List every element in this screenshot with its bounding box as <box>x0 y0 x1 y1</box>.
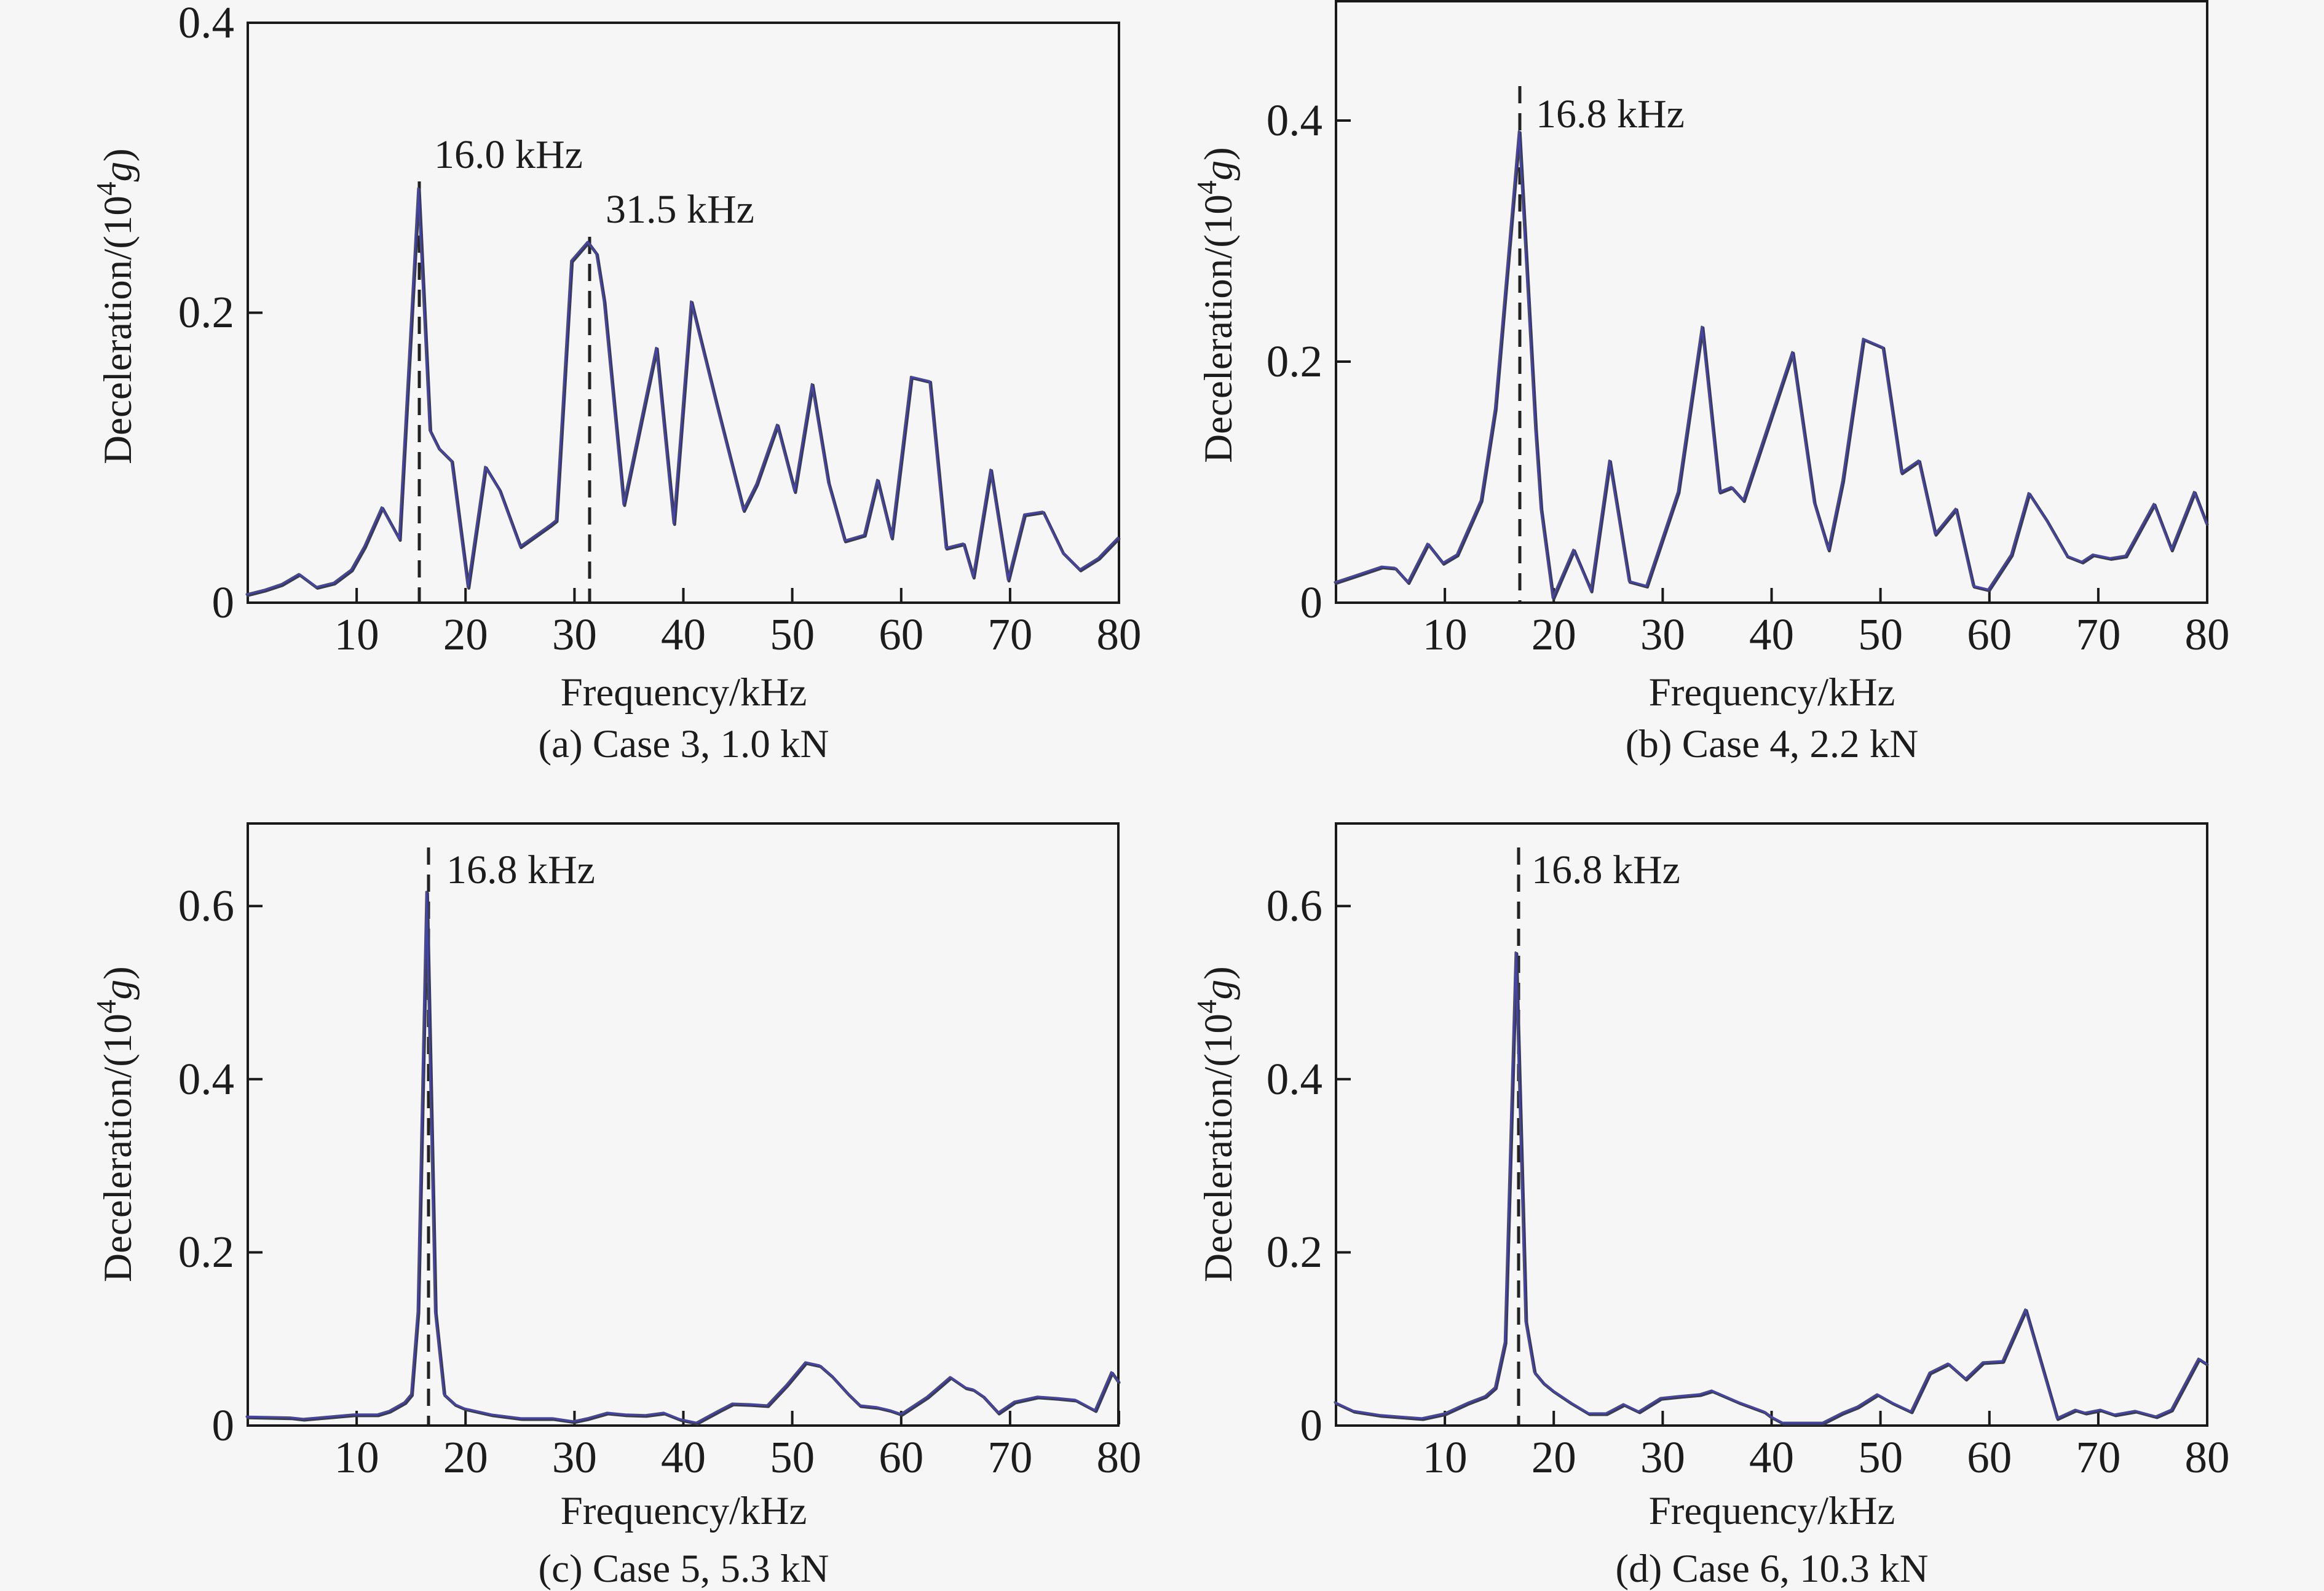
svg-text:30: 30 <box>1640 1432 1685 1482</box>
svg-text:0: 0 <box>1300 1400 1323 1450</box>
svg-text:(b) Case 4, 2.2 kN: (b) Case 4, 2.2 kN <box>1626 722 1919 766</box>
svg-text:70: 70 <box>2076 609 2120 659</box>
svg-text:Deceleration/(104g): Deceleration/(104g) <box>1191 147 1241 463</box>
svg-text:30: 30 <box>1640 609 1685 659</box>
svg-text:0.4: 0.4 <box>178 0 234 47</box>
svg-text:Frequency/kHz: Frequency/kHz <box>561 670 807 715</box>
svg-text:0.2: 0.2 <box>178 1227 234 1277</box>
svg-text:40: 40 <box>1749 1432 1794 1482</box>
svg-text:0.6: 0.6 <box>178 881 234 930</box>
svg-text:80: 80 <box>1097 1432 1142 1482</box>
svg-text:Frequency/kHz: Frequency/kHz <box>1649 670 1895 715</box>
svg-text:0.4: 0.4 <box>1267 1054 1322 1104</box>
svg-text:16.8 kHz: 16.8 kHz <box>446 847 595 892</box>
svg-text:10: 10 <box>334 609 379 659</box>
svg-text:20: 20 <box>1532 609 1576 659</box>
svg-text:0.2: 0.2 <box>1267 336 1322 386</box>
svg-text:70: 70 <box>987 1432 1032 1482</box>
svg-text:80: 80 <box>2185 1432 2230 1482</box>
svg-text:10: 10 <box>334 1432 379 1482</box>
svg-text:40: 40 <box>1749 609 1794 659</box>
svg-text:50: 50 <box>1858 1432 1903 1482</box>
svg-text:0: 0 <box>212 1400 235 1450</box>
svg-text:70: 70 <box>2076 1432 2120 1482</box>
svg-text:60: 60 <box>1967 1432 2012 1482</box>
svg-text:16.0 kHz: 16.0 kHz <box>434 132 583 177</box>
svg-text:80: 80 <box>2185 609 2230 659</box>
svg-text:0.4: 0.4 <box>178 1054 234 1104</box>
svg-text:60: 60 <box>1967 609 2012 659</box>
svg-text:10: 10 <box>1423 1432 1468 1482</box>
svg-text:0: 0 <box>1300 577 1323 627</box>
svg-text:20: 20 <box>443 1432 488 1482</box>
svg-text:(c) Case 5, 5.3 kN: (c) Case 5, 5.3 kN <box>539 1547 829 1591</box>
svg-text:0.4: 0.4 <box>1267 95 1322 145</box>
svg-text:Deceleration/(104g): Deceleration/(104g) <box>90 148 141 464</box>
svg-text:20: 20 <box>443 609 488 659</box>
svg-text:Deceleration/(104g): Deceleration/(104g) <box>1191 966 1241 1282</box>
svg-text:(a) Case 3, 1.0 kN: (a) Case 3, 1.0 kN <box>539 722 829 766</box>
svg-text:0.6: 0.6 <box>1267 881 1322 930</box>
svg-text:60: 60 <box>879 1432 923 1482</box>
svg-text:30: 30 <box>552 1432 597 1482</box>
svg-text:50: 50 <box>770 609 815 659</box>
svg-text:Frequency/kHz: Frequency/kHz <box>561 1489 807 1533</box>
svg-text:10: 10 <box>1423 609 1468 659</box>
svg-text:80: 80 <box>1097 609 1142 659</box>
svg-text:16.8 kHz: 16.8 kHz <box>1536 92 1685 137</box>
svg-text:30: 30 <box>552 609 597 659</box>
svg-text:16.8 kHz: 16.8 kHz <box>1532 847 1680 892</box>
svg-text:0: 0 <box>212 577 235 627</box>
svg-text:50: 50 <box>1858 609 1903 659</box>
svg-text:70: 70 <box>987 609 1032 659</box>
svg-text:Frequency/kHz: Frequency/kHz <box>1649 1489 1895 1533</box>
svg-text:31.5 kHz: 31.5 kHz <box>606 187 754 232</box>
svg-text:50: 50 <box>770 1432 815 1482</box>
svg-text:60: 60 <box>879 609 923 659</box>
svg-text:40: 40 <box>661 1432 706 1482</box>
svg-text:0.2: 0.2 <box>178 287 234 337</box>
svg-text:(d) Case 6, 10.3 kN: (d) Case 6, 10.3 kN <box>1615 1547 1928 1591</box>
svg-text:0.2: 0.2 <box>1267 1227 1322 1277</box>
svg-text:20: 20 <box>1532 1432 1576 1482</box>
svg-text:Deceleration/(104g): Deceleration/(104g) <box>90 966 141 1282</box>
svg-text:40: 40 <box>661 609 706 659</box>
